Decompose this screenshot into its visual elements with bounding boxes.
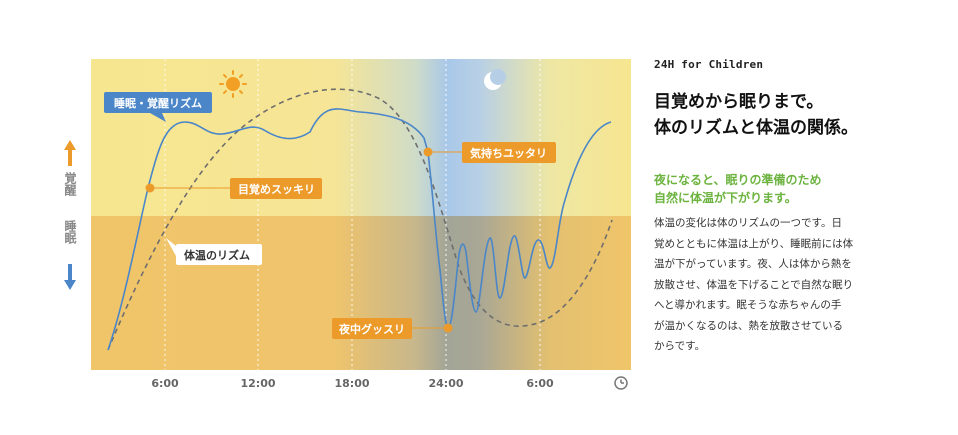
clock-icon xyxy=(614,376,628,390)
callout-deep-sleep-label: 夜中グッスリ xyxy=(338,322,405,336)
callout-wake-fresh: 目覚めスッキリ xyxy=(230,178,322,199)
subheading: 夜になると、眠りの準備のため 自然に体温が下がります。 xyxy=(654,171,944,207)
relaxed-dot xyxy=(423,147,433,157)
subheading-line: 夜になると、眠りの準備のため xyxy=(654,173,822,187)
page-title-line: 体のリズムと体温の関係。 xyxy=(654,118,858,138)
body-line: 覚めとともに体温は上がり、睡眠前には体 xyxy=(654,237,854,250)
y-label-awake: 覚醒 xyxy=(63,171,77,197)
sleep-zone xyxy=(91,216,631,370)
body-line: 放散させ、体温を下げることで自然な眠り xyxy=(654,278,854,291)
leader-lines xyxy=(150,151,462,329)
sleep-wake-rhythm-line xyxy=(107,108,612,351)
arrow-up-icon xyxy=(64,140,76,166)
callout-deep-sleep: 夜中グッスリ xyxy=(332,318,412,339)
y-label-sleep: 睡眠 xyxy=(63,219,77,245)
body-line: 体温の変化は体のリズムの一つです。日 xyxy=(654,217,842,229)
callout-relaxed-label: 気持ちユッタリ xyxy=(470,146,547,160)
callout-temperature-label: 体温のリズム xyxy=(184,248,250,262)
moon-icon xyxy=(484,69,506,90)
x-tick-1: 12:00 xyxy=(240,377,275,390)
body-line: が温かくなるのは、熱を放散させている xyxy=(654,319,843,332)
x-axis: 6:00 12:00 18:00 24:00 6:00 xyxy=(151,377,554,390)
description-panel: 24H for Children 目覚めから眠りまで。 体のリズムと体温の関係。… xyxy=(654,58,944,357)
temperature-rhythm-line xyxy=(107,88,613,351)
x-tick-4: 6:00 xyxy=(526,377,554,390)
arrow-down-icon xyxy=(64,264,76,290)
subheading-line: 自然に体温が下がります。 xyxy=(654,191,797,205)
body-line: からです。 xyxy=(654,340,706,352)
sun-icon xyxy=(219,70,247,98)
callout-relaxed: 気持ちユッタリ xyxy=(462,142,556,163)
body-text: 体温の変化は体のリズムの一つです。日 覚めとともに体温は上がり、睡眠前には体 温… xyxy=(654,213,944,357)
rhythm-chart: 睡眠・覚醒リズム 目覚めスッキリ 体温のリズム 気持ちユッタリ 夜中グッスリ 覚… xyxy=(63,59,631,390)
wake-zone xyxy=(91,59,631,216)
callout-temperature: 体温のリズム xyxy=(166,238,262,265)
x-tick-0: 6:00 xyxy=(151,377,179,390)
page-title: 目覚めから眠りまで。 体のリズムと体温の関係。 xyxy=(654,89,944,141)
callout-sleep-wake-label: 睡眠・覚醒リズム xyxy=(114,96,202,110)
callout-wake-fresh-label: 目覚めスッキリ xyxy=(238,182,315,196)
x-tick-2: 18:00 xyxy=(334,377,369,390)
deep-sleep-dot xyxy=(443,323,453,333)
callout-sleep-wake: 睡眠・覚醒リズム xyxy=(104,92,212,122)
body-line: 温が下がっています。夜、人は体から熱を xyxy=(654,258,852,270)
page-title-line: 目覚めから眠りまで。 xyxy=(654,92,824,112)
body-line: へと導かれます。眠そうな赤ちゃんの手 xyxy=(654,299,842,311)
x-tick-3: 24:00 xyxy=(428,377,463,390)
kicker: 24H for Children xyxy=(654,58,764,71)
wake-fresh-dot xyxy=(145,183,155,193)
